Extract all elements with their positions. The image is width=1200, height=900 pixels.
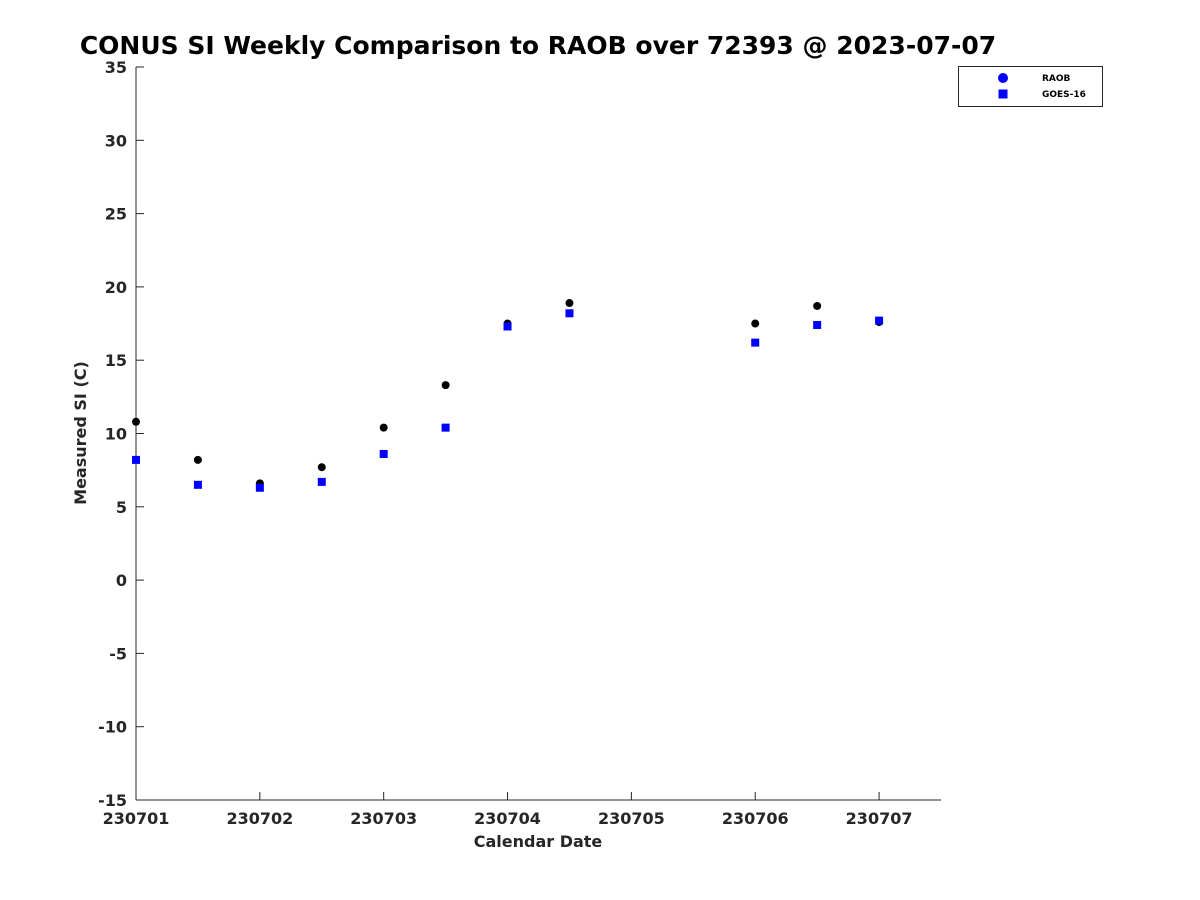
x-tick-label: 230707 — [846, 809, 913, 828]
point-raob — [317, 463, 326, 472]
point-goes-16 — [751, 338, 760, 347]
point-goes-16 — [193, 480, 202, 489]
point-raob — [751, 319, 760, 328]
y-tick-label: 35 — [105, 58, 127, 77]
y-axis-label: Measured SI (C) — [71, 361, 90, 505]
x-tick-label: 230702 — [226, 809, 293, 828]
plot-frame — [135, 67, 941, 801]
point-goes-16 — [441, 423, 450, 432]
x-tick-label: 230706 — [722, 809, 789, 828]
point-goes-16 — [132, 455, 140, 464]
legend-box — [958, 66, 1103, 107]
point-raob — [132, 417, 140, 426]
x-axis-label: Calendar Date — [474, 832, 603, 851]
chart-title: CONUS SI Weekly Comparison to RAOB over … — [80, 31, 996, 60]
legend-label-raob: RAOB — [1042, 74, 1071, 84]
point-goes-16 — [813, 321, 822, 330]
point-goes-16 — [379, 450, 388, 459]
y-tick-label: 10 — [105, 425, 127, 444]
point-raob — [193, 455, 202, 464]
x-tick-label: 230703 — [350, 809, 417, 828]
y-tick-label: 20 — [105, 278, 127, 297]
y-tick-label: 30 — [105, 131, 127, 150]
point-raob — [379, 423, 388, 432]
y-tick-label: -10 — [98, 718, 127, 737]
y-tick-label: 0 — [116, 571, 127, 590]
x-axis: 230701 230702 230703 230704 230705 230706 2307… — [103, 792, 913, 828]
point-goes-16 — [875, 316, 884, 325]
point-raob — [441, 381, 450, 390]
point-raob — [813, 301, 822, 310]
y-tick-label: -15 — [98, 791, 127, 810]
x-tick-label: 230704 — [474, 809, 541, 828]
legend-marker-goes-16 — [998, 89, 1008, 99]
point-goes-16 — [503, 322, 512, 331]
x-tick-label: 230701 — [103, 809, 170, 828]
point-goes-16 — [255, 483, 264, 492]
x-tick-label: 230705 — [598, 809, 665, 828]
y-tick-label: -5 — [109, 644, 127, 663]
point-goes-16 — [565, 309, 574, 318]
legend-marker-raob — [998, 73, 1008, 83]
legend: RAOB GOES-16 — [958, 66, 1103, 107]
legend-label-goes-16: GOES-16 — [1042, 90, 1086, 100]
y-tick-label: 5 — [116, 498, 127, 517]
y-axis: -15 -10 -5 0 5 10 15 20 25 30 35 — [98, 58, 144, 810]
data-marks — [132, 299, 884, 492]
point-goes-16 — [317, 477, 326, 486]
y-tick-label: 25 — [105, 205, 127, 224]
y-tick-label: 15 — [105, 351, 127, 370]
point-raob — [565, 299, 574, 308]
